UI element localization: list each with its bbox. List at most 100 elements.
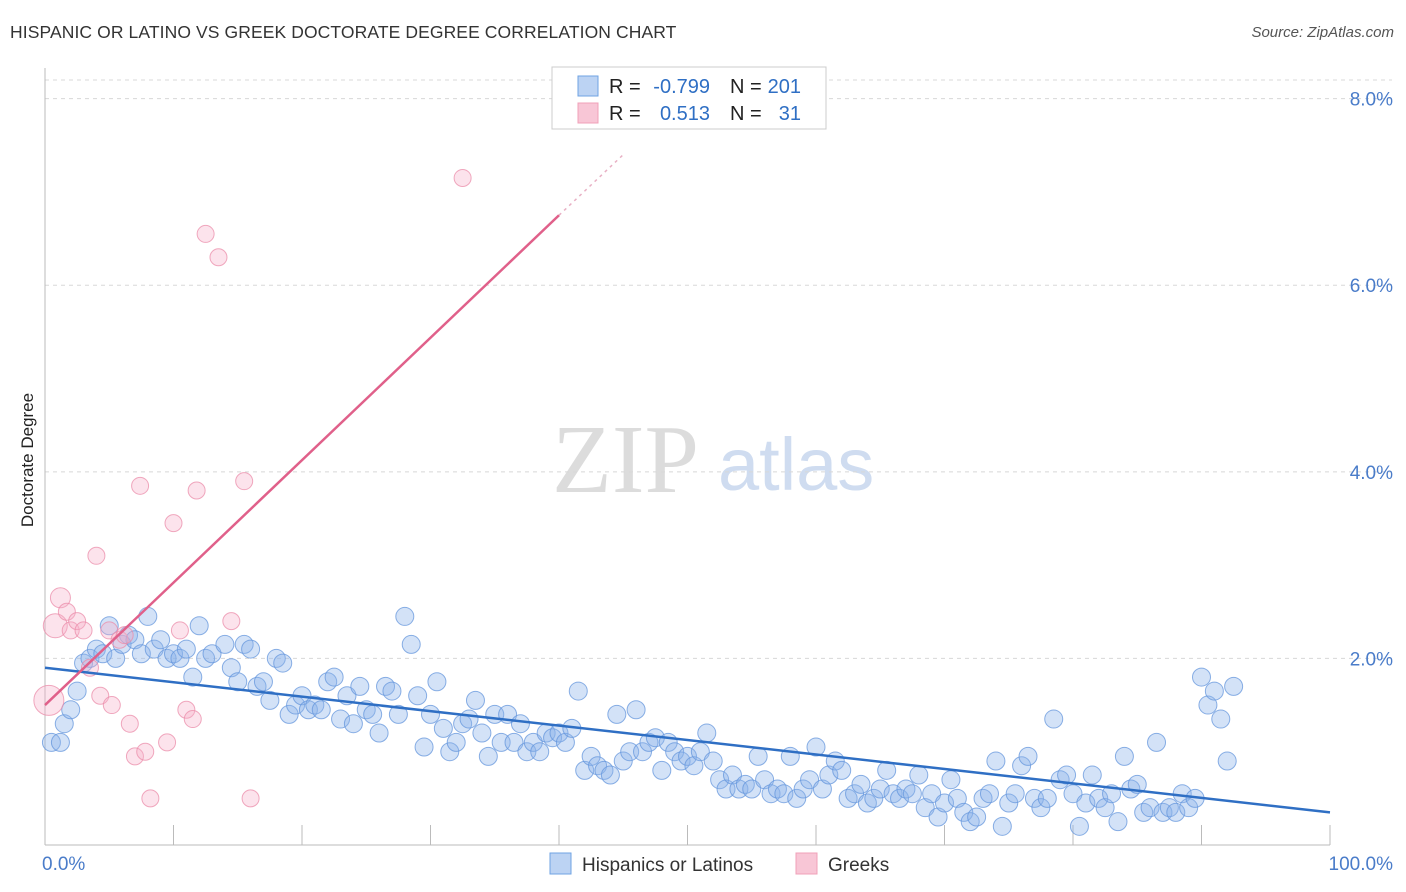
hispanics-point-36 <box>279 704 299 724</box>
hispanics-point-158 <box>1063 784 1083 804</box>
hispanics-point-87 <box>607 704 627 724</box>
greeks-trend-extension <box>558 154 624 216</box>
greeks-point-16 <box>131 476 150 495</box>
hispanics-point-96 <box>665 742 685 762</box>
hispanics-point-67 <box>478 746 498 766</box>
hispanics-point-94 <box>652 760 672 780</box>
hispanics-point-35 <box>273 653 293 673</box>
legend-swatch-hispanics <box>549 852 572 875</box>
hispanics-point-161 <box>1082 765 1102 785</box>
hispanics-point-159 <box>1069 816 1089 836</box>
hispanics-point-43 <box>324 667 344 687</box>
hispanics-point-90 <box>626 700 646 720</box>
greeks-point-19 <box>158 733 177 752</box>
hispanics-point-151 <box>1018 746 1038 766</box>
hispanics-point-30 <box>241 639 261 659</box>
hispanics-point-124 <box>845 784 865 804</box>
hispanics-point-134 <box>909 765 929 785</box>
hispanics-point-2 <box>54 714 74 734</box>
hispanics-point-176 <box>1179 798 1199 818</box>
greeks-point-27 <box>222 612 241 631</box>
hispanics-point-6 <box>80 648 100 668</box>
hispanics-point-136 <box>922 784 942 804</box>
hispanics-point-25 <box>202 644 222 664</box>
legend-label-greeks: Greeks <box>828 855 889 876</box>
hispanics-point-15 <box>138 606 158 626</box>
greeks-point-28 <box>235 472 254 491</box>
greeks-point-15 <box>125 747 144 766</box>
stats-legend: R = -0.799 N = 201 R = 0.513 N = 31 <box>551 66 827 130</box>
hispanics-point-44 <box>331 709 351 729</box>
hispanics-point-153 <box>1031 798 1051 818</box>
hispanics-point-9 <box>99 616 119 636</box>
series-legend: Hispanics or Latinos Greeks <box>549 852 889 876</box>
hispanics-point-50 <box>369 723 389 743</box>
hispanics-point-118 <box>806 737 826 757</box>
hispanics-point-101 <box>697 723 717 743</box>
hispanics-point-33 <box>260 690 280 710</box>
y-tick-label-1: 4.0% <box>1350 463 1393 484</box>
hispanics-point-138 <box>935 793 954 813</box>
hispanics-point-86 <box>600 765 620 785</box>
hispanics-point-155 <box>1044 709 1064 729</box>
greeks-point-2 <box>49 587 71 609</box>
hispanics-point-27 <box>221 658 241 678</box>
greeks-point-21 <box>170 621 189 640</box>
greeks-point-20 <box>164 514 183 533</box>
hispanics-point-91 <box>633 742 653 762</box>
x-tick-label-0: 0.0% <box>42 854 85 875</box>
hispanics-point-66 <box>472 723 492 743</box>
hispanics-point-137 <box>928 807 948 827</box>
hispanics-point-60 <box>433 718 453 738</box>
hispanics-point-179 <box>1198 695 1218 715</box>
hispanics-point-55 <box>401 634 421 654</box>
legend-n-pink: 31 <box>779 103 801 125</box>
hispanics-trend-line <box>44 666 1331 814</box>
hispanics-point-108 <box>742 779 762 799</box>
hispanics-point-128 <box>870 779 890 799</box>
source-credit: Source: ZipAtlas.com <box>1251 24 1394 41</box>
greeks-point-29 <box>241 789 260 808</box>
hispanics-point-83 <box>581 746 601 766</box>
watermark-atlas: atlas <box>718 423 874 506</box>
hispanics-point-72 <box>510 714 530 734</box>
hispanics-point-149 <box>1005 784 1025 804</box>
hispanics-point-117 <box>800 770 820 790</box>
hispanics-point-143 <box>967 807 987 827</box>
hispanics-point-154 <box>1037 788 1057 808</box>
watermark-zip: ZIP <box>552 406 699 514</box>
hispanics-point-180 <box>1204 681 1224 701</box>
y-axis-label: Doctorate Degree <box>18 393 37 527</box>
gridlines <box>45 79 1392 659</box>
hispanics-point-3 <box>61 700 81 720</box>
hispanics-point-82 <box>575 760 595 780</box>
greeks-point-13 <box>115 626 134 645</box>
greeks-point-24 <box>187 481 206 500</box>
hispanics-point-127 <box>864 788 884 808</box>
greeks-point-18 <box>141 789 160 808</box>
y-tick-label-3: 8.0% <box>1350 90 1393 111</box>
hispanics-point-139 <box>941 770 961 790</box>
legend-r-blue: -0.799 <box>653 76 710 98</box>
hispanics-point-113 <box>774 784 794 804</box>
greeks-point-5 <box>68 612 87 631</box>
hispanics-point-32 <box>253 672 273 692</box>
y-tick-label-0: 2.0% <box>1350 649 1393 670</box>
hispanics-point-99 <box>684 756 704 776</box>
x-tick-label-1: 100.0% <box>1329 854 1394 875</box>
hispanics-point-46 <box>343 714 363 734</box>
hispanics-point-65 <box>465 690 485 710</box>
series-hispanics-points <box>41 606 1244 836</box>
legend-r-label-pink: R = <box>609 103 641 125</box>
hispanics-point-56 <box>408 686 428 706</box>
y-tick-label-2: 6.0% <box>1350 276 1393 297</box>
hispanics-point-168 <box>1127 774 1147 794</box>
hispanics-point-47 <box>350 676 370 696</box>
greeks-point-6 <box>74 621 93 640</box>
tick-labels: 2.0% 4.0% 6.0% 8.0% 0.0% 100.0% <box>42 90 1393 875</box>
hispanics-point-54 <box>395 606 415 626</box>
hispanics-point-166 <box>1114 746 1134 766</box>
hispanics-point-98 <box>678 746 697 766</box>
hispanics-point-133 <box>902 784 922 804</box>
